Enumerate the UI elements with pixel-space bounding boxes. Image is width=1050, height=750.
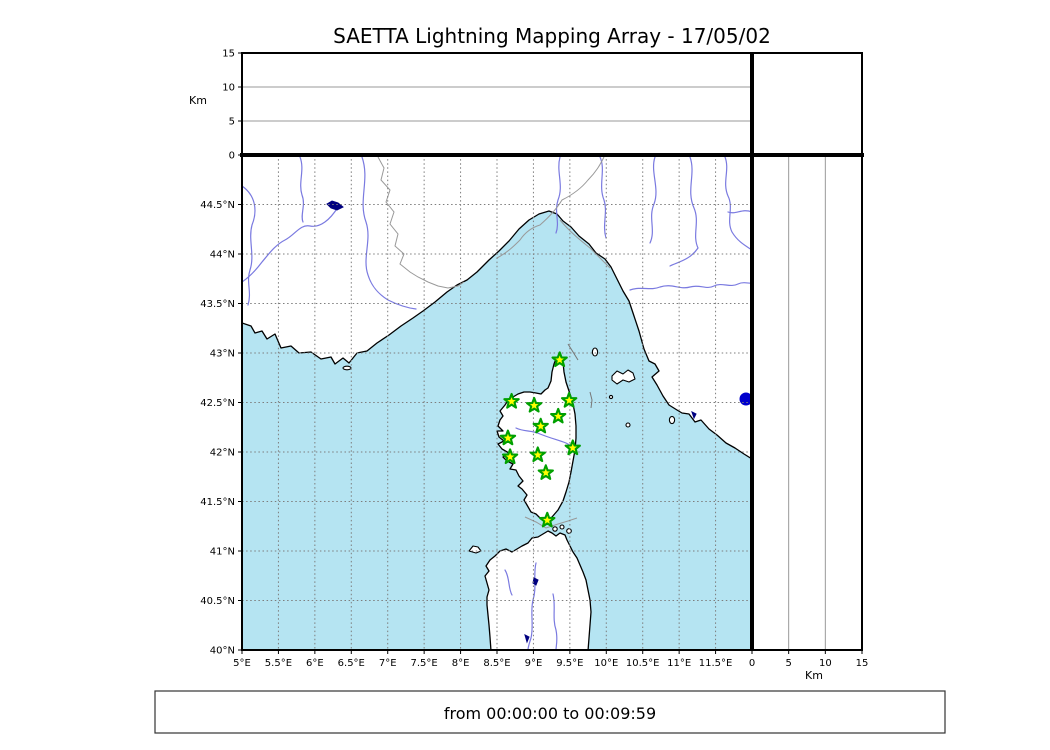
capraia-island (591, 347, 599, 357)
montecristo-island (608, 394, 614, 400)
altitude-tick-label: 0 (229, 151, 235, 162)
lat-tick-label: 44.5°N (200, 200, 235, 211)
lma-station-star-marker (532, 417, 549, 434)
lat-tick-label: 40°N (210, 646, 235, 657)
lon-tick-label: 7°E (379, 658, 397, 669)
lat-tick-label: 43.5°N (200, 299, 235, 310)
maddalena-island-2 (559, 524, 565, 530)
lma-station-star-marker (564, 439, 581, 456)
river-lines (242, 156, 752, 650)
lat-tick-label: 42.5°N (200, 398, 235, 409)
lon-tick-label: 8.5°E (483, 658, 510, 669)
altitude-tick-label: 15 (222, 49, 235, 60)
right-panel-background (752, 155, 862, 650)
lma-station-star-marker (537, 464, 554, 480)
lon-tick-label: 9°E (525, 658, 543, 669)
lon-tick-label: 11°E (667, 658, 691, 669)
altitude-axis-label: Km (189, 94, 207, 107)
lake-coghinas (532, 577, 539, 586)
altitude-latitude-panel (752, 155, 862, 650)
lake-liscia (524, 634, 530, 644)
lon-tick-label: 9.5°E (556, 658, 583, 669)
lma-station-star-marker (499, 429, 517, 446)
time-window-caption: from 00:00:00 to 00:09:59 (444, 704, 656, 723)
lon-tick-label: 10.5°E (626, 658, 660, 669)
pianosa-island (625, 422, 631, 428)
lon-tick-label: 5.5°E (265, 658, 292, 669)
altitude-tick-label: 10 (222, 83, 235, 94)
maddalena-island-1 (552, 526, 558, 532)
altitude-histogram-panel (751, 52, 863, 156)
lon-tick-label: 6.5°E (338, 658, 365, 669)
lake-bolsena (739, 392, 752, 406)
lma-station-star-marker (539, 511, 556, 528)
altitude-longitude-panel (242, 53, 752, 155)
right-panel-gridlines (788, 155, 826, 650)
lon-tick-label: 11.5°E (699, 658, 733, 669)
lat-tick-label: 43°N (210, 349, 235, 360)
lat-tick-label: 42°N (210, 448, 235, 459)
graticule-gridlines (242, 155, 752, 650)
right-km-tick-label: 10 (819, 658, 832, 669)
station-markers (499, 351, 581, 528)
hyeres-islands (342, 365, 352, 371)
lma-station-star-marker (503, 392, 520, 409)
lma-station-star-marker (529, 446, 546, 463)
plot-title: SAETTA Lightning Mapping Array - 17/05/0… (333, 24, 771, 48)
altitude-tick-label: 5 (229, 117, 235, 128)
lma-station-star-marker (501, 448, 519, 465)
giglio-island (668, 415, 676, 425)
lat-tick-label: 41.5°N (200, 497, 235, 508)
lma-station-star-marker (560, 391, 578, 408)
right-km-tick-label: 0 (749, 658, 755, 669)
lat-tick-label: 40.5°N (200, 596, 235, 607)
lake-serre-poncon (326, 200, 344, 211)
orbetello-lagoon (691, 411, 697, 420)
lon-tick-label: 10°E (594, 658, 618, 669)
elba-island (611, 369, 636, 385)
right-panel-axis-label: Km (805, 669, 823, 682)
lon-tick-label: 7.5°E (411, 658, 438, 669)
lon-tick-label: 6°E (306, 658, 324, 669)
lma-station-star-marker (551, 351, 568, 368)
maddalena-island-3 (566, 528, 572, 534)
axis-labels: 5°E 5.5°E 6°E 6.5°E 7°E 7.5°E 8°E 8.5°E 9°E 9.5°E… (200, 49, 868, 670)
right-km-tick-label: 15 (856, 658, 869, 669)
lat-tick-label: 41°N (210, 547, 235, 558)
altitude-panel-gridlines (242, 86, 752, 122)
caption-box (154, 690, 946, 734)
map-panel (242, 155, 752, 650)
altitude-panel-background (242, 53, 752, 155)
lon-tick-label: 8°E (452, 658, 470, 669)
lon-tick-label: 5°E (233, 658, 251, 669)
lat-tick-label: 44°N (210, 250, 235, 261)
lma-station-star-marker (525, 396, 543, 413)
lma-station-star-marker (550, 407, 567, 424)
right-km-tick-label: 5 (785, 658, 791, 669)
